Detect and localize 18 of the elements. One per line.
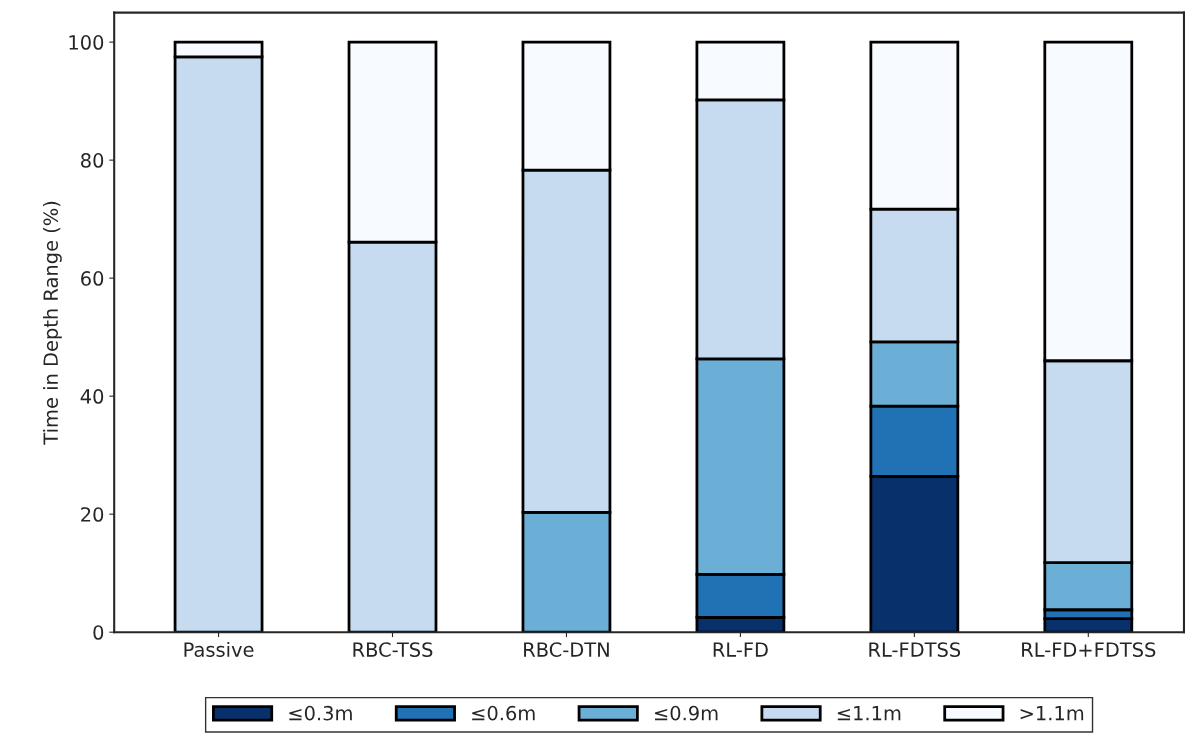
legend-label: >1.1m <box>1020 706 1084 721</box>
y-tick-label: 0 <box>93 625 104 640</box>
x-tick-label: RBC-DTN <box>524 642 609 657</box>
x-tick-label: Passive <box>184 641 254 657</box>
legend-label: ≤0.6m <box>472 705 535 721</box>
y-tick-label: 40 <box>80 389 104 404</box>
y-tick-label: 100 <box>69 35 104 50</box>
x-tick-label: RL-FD+FDTSS <box>1022 642 1156 657</box>
legend-label: ≤1.1m <box>837 706 901 721</box>
x-tick-label: RBC-TSS <box>353 642 433 657</box>
y-tick-label: 20 <box>81 507 104 522</box>
x-tick-label: RL-FD <box>713 642 768 657</box>
y-tick-label: 80 <box>81 153 104 168</box>
legend-label: ≤0.3m <box>289 705 352 721</box>
y-tick-label: 60 <box>81 271 104 286</box>
legend-label: ≤0.9m <box>655 705 718 721</box>
y-axis-title: Time in Depth Range (%) <box>42 201 62 445</box>
x-tick-label: RL-FDTSS <box>869 642 961 657</box>
